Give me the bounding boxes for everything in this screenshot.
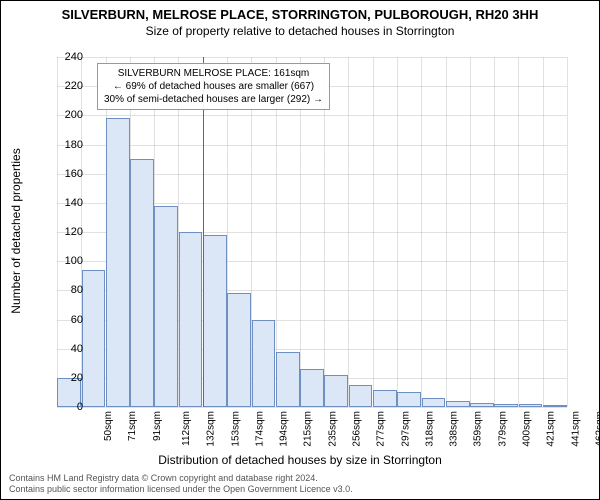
y-tick-label: 40 bbox=[53, 343, 83, 355]
chart-footer: Contains HM Land Registry data © Crown c… bbox=[9, 473, 353, 495]
histogram-bar bbox=[470, 403, 494, 407]
histogram-bar bbox=[397, 392, 421, 407]
histogram-bar bbox=[82, 270, 106, 407]
x-tick-label: 91sqm bbox=[152, 411, 163, 441]
y-tick-label: 80 bbox=[53, 284, 83, 296]
y-tick-label: 120 bbox=[53, 226, 83, 238]
histogram-bar bbox=[227, 293, 251, 407]
x-tick-label: 359sqm bbox=[473, 411, 484, 447]
y-tick-label: 20 bbox=[53, 372, 83, 384]
x-tick-label: 421sqm bbox=[546, 411, 557, 447]
chart-title-sub: Size of property relative to detached ho… bbox=[1, 24, 599, 38]
y-tick-label: 0 bbox=[53, 401, 83, 413]
histogram-bar bbox=[373, 390, 397, 408]
x-tick-label: 338sqm bbox=[449, 411, 460, 447]
grid-v-line bbox=[518, 57, 519, 407]
grid-v-line bbox=[543, 57, 544, 407]
y-axis-label: Number of detached properties bbox=[9, 148, 23, 313]
histogram-bar bbox=[422, 398, 446, 407]
histogram-bar bbox=[154, 206, 178, 407]
histogram-bar bbox=[300, 369, 324, 407]
grid-v-line bbox=[397, 57, 398, 407]
grid-h-line bbox=[57, 407, 567, 408]
histogram-bar bbox=[252, 320, 276, 408]
grid-v-line bbox=[494, 57, 495, 407]
grid-v-line bbox=[446, 57, 447, 407]
annotation-box: SILVERBURN MELROSE PLACE: 161sqm← 69% of… bbox=[97, 63, 330, 110]
grid-v-line bbox=[567, 57, 568, 407]
x-axis-label: Distribution of detached houses by size … bbox=[1, 453, 599, 467]
grid-v-line bbox=[470, 57, 471, 407]
y-tick-label: 200 bbox=[53, 109, 83, 121]
histogram-bar bbox=[203, 235, 227, 407]
grid-h-line bbox=[57, 115, 567, 116]
histogram-bar bbox=[494, 404, 518, 407]
x-tick-label: 194sqm bbox=[279, 411, 290, 447]
y-tick-label: 220 bbox=[53, 80, 83, 92]
chart-title-main: SILVERBURN, MELROSE PLACE, STORRINGTON, … bbox=[1, 7, 599, 22]
footer-line-2: Contains public sector information licen… bbox=[9, 484, 353, 495]
annotation-line-3: 30% of semi-detached houses are larger (… bbox=[104, 93, 323, 106]
grid-h-line bbox=[57, 145, 567, 146]
histogram-bar bbox=[179, 232, 203, 407]
x-tick-label: 112sqm bbox=[181, 411, 192, 446]
grid-v-line bbox=[421, 57, 422, 407]
x-tick-label: 132sqm bbox=[206, 411, 217, 447]
x-tick-label: 379sqm bbox=[497, 411, 508, 447]
x-tick-label: 256sqm bbox=[352, 411, 363, 447]
chart-plot-area: SILVERBURN MELROSE PLACE: 161sqm← 69% of… bbox=[57, 57, 567, 407]
x-tick-label: 297sqm bbox=[400, 411, 411, 447]
histogram-bar bbox=[446, 401, 470, 407]
y-tick-label: 100 bbox=[53, 255, 83, 267]
histogram-bar bbox=[130, 159, 154, 407]
histogram-bar bbox=[349, 385, 373, 407]
y-tick-label: 240 bbox=[53, 51, 83, 63]
histogram-bar bbox=[276, 352, 300, 407]
grid-h-line bbox=[57, 57, 567, 58]
y-tick-label: 160 bbox=[53, 168, 83, 180]
x-tick-label: 462sqm bbox=[594, 411, 600, 447]
histogram-bar bbox=[543, 405, 567, 407]
y-tick-label: 180 bbox=[53, 139, 83, 151]
x-tick-label: 174sqm bbox=[254, 411, 265, 447]
x-tick-label: 277sqm bbox=[376, 411, 387, 447]
x-tick-label: 71sqm bbox=[127, 411, 138, 441]
histogram-bar bbox=[106, 118, 130, 407]
grid-v-line bbox=[373, 57, 374, 407]
y-tick-label: 140 bbox=[53, 197, 83, 209]
histogram-bar bbox=[519, 404, 543, 407]
footer-line-1: Contains HM Land Registry data © Crown c… bbox=[9, 473, 353, 484]
annotation-line-2: ← 69% of detached houses are smaller (66… bbox=[104, 80, 323, 93]
x-tick-label: 50sqm bbox=[103, 411, 114, 441]
x-tick-label: 153sqm bbox=[230, 411, 241, 447]
histogram-bar bbox=[324, 375, 348, 407]
x-tick-label: 215sqm bbox=[303, 411, 314, 447]
x-tick-label: 318sqm bbox=[424, 411, 435, 447]
annotation-line-1: SILVERBURN MELROSE PLACE: 161sqm bbox=[104, 67, 323, 80]
chart-container: SILVERBURN, MELROSE PLACE, STORRINGTON, … bbox=[0, 0, 600, 500]
x-tick-label: 235sqm bbox=[327, 411, 338, 447]
x-tick-label: 441sqm bbox=[570, 411, 581, 447]
grid-v-line bbox=[348, 57, 349, 407]
x-tick-label: 400sqm bbox=[522, 411, 533, 447]
y-tick-label: 60 bbox=[53, 314, 83, 326]
